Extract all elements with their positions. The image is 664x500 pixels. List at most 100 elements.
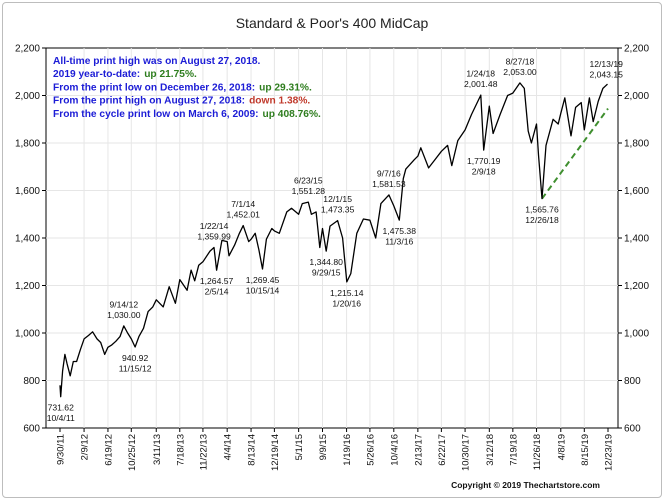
- info-line-value: up 29.31%.: [259, 82, 312, 93]
- annotation-label: 9/29/15: [312, 268, 341, 278]
- annotation-label: 8/27/18: [506, 56, 535, 66]
- y-tick-label-left: 2,200: [15, 44, 40, 55]
- chart-title: Standard & Poor's 400 MidCap: [236, 15, 429, 31]
- annotation-label: 1,581.53: [372, 179, 406, 189]
- price-annotation: 6/23/151,551.28: [292, 176, 326, 197]
- annotation-label: 12/26/18: [525, 215, 559, 225]
- info-line-value: up 408.76%.: [263, 109, 321, 120]
- x-tick-label: 10/4/16: [389, 434, 400, 466]
- info-line-value: up 21.75%.: [144, 69, 197, 80]
- y-tick-label-right: 1,000: [624, 329, 649, 340]
- y-tick-label-right: 2,200: [624, 44, 649, 55]
- x-tick-label: 12/23/19: [604, 434, 615, 471]
- annotation-label: 6/23/15: [294, 176, 323, 186]
- annotation-label: 2/9/18: [472, 167, 496, 177]
- x-tick-label: 3/11/13: [152, 434, 163, 465]
- price-annotation: 9/7/161,581.53: [372, 168, 406, 189]
- annotation-label: 10/4/11: [47, 413, 75, 423]
- annotation-label: 1/20/16: [332, 298, 361, 308]
- y-tick-label-right: 1,600: [624, 186, 649, 197]
- annotation-label: 1,770.19: [467, 156, 501, 166]
- y-tick-label-left: 1,600: [15, 186, 40, 197]
- annotation-label: 1,452.01: [226, 210, 260, 220]
- price-annotation: 9/14/121,030.00: [107, 299, 141, 320]
- y-tick-label-left: 1,400: [15, 234, 40, 245]
- info-line: From the print high on August 27, 2018: d…: [53, 96, 310, 107]
- y-tick-label-left: 2,000: [15, 91, 40, 102]
- info-box: All-time print high was on August 27, 20…: [53, 56, 321, 120]
- x-tick-label: 8/15/19: [580, 434, 591, 466]
- annotation-label: 1,269.45: [246, 275, 280, 285]
- annotation-label: 11/15/12: [119, 364, 152, 374]
- price-annotation: 1,344.809/29/15: [309, 257, 343, 278]
- price-annotation: 12/13/192,043.15: [589, 59, 623, 80]
- x-tick-label: 4/4/14: [223, 434, 234, 460]
- annotation-label: 1/22/14: [200, 221, 229, 231]
- info-line-value: down 1.38%.: [249, 96, 310, 107]
- y-tick-label-left: 1,800: [15, 139, 40, 150]
- trend-line-layer: [541, 107, 609, 200]
- price-annotation: 1/22/141,359.99: [197, 221, 231, 242]
- y-axis: 600 600 800 800 1,000 1,000 1,200 1,200 1,400 1,4…: [15, 44, 649, 435]
- annotation-label: 1,215.14: [330, 288, 364, 298]
- x-tick-label: 9/30/11: [56, 434, 67, 465]
- price-annotation: 7/1/141,452.01: [226, 199, 260, 220]
- y-tick-label-right: 1,200: [624, 281, 649, 292]
- x-tick-label: 6/22/17: [437, 434, 448, 466]
- annotation-label: 12/1/15: [323, 194, 352, 204]
- y-tick-label-right: 1,800: [624, 139, 649, 150]
- annotation-label: 9/14/12: [109, 299, 138, 309]
- annotation-label: 1,475.38: [383, 226, 417, 236]
- x-tick-label: 2/13/17: [413, 434, 424, 466]
- x-tick-label: 5/1/15: [294, 434, 305, 460]
- price-series-line: [59, 82, 608, 398]
- x-tick-label: 11/22/13: [198, 434, 209, 470]
- info-line-label: All-time print high was on August 27, 20…: [53, 56, 261, 67]
- price-annotation: 1,215.141/20/16: [330, 288, 364, 309]
- x-tick-label: 1/19/16: [342, 434, 353, 466]
- y-tick-label-right: 800: [624, 376, 641, 387]
- y-tick-label-left: 800: [23, 376, 40, 387]
- annotation-label: 940.92: [122, 353, 149, 363]
- y-tick-label-left: 1,000: [15, 329, 40, 340]
- annotation-label: 1,565.76: [525, 205, 559, 215]
- annotation-label: 2/5/14: [205, 287, 229, 297]
- annotation-label: 1,359.99: [197, 232, 231, 242]
- x-tick-label: 7/18/13: [175, 434, 186, 466]
- annotation-label: 2,053.00: [503, 67, 537, 77]
- y-tick-label-right: 2,000: [624, 91, 649, 102]
- series-layer: [59, 82, 608, 398]
- price-annotation: 12/1/151,473.35: [321, 194, 355, 215]
- x-tick-label: 8/13/14: [247, 434, 258, 466]
- x-tick-label: 5/26/16: [365, 434, 376, 466]
- annotation-label: 7/1/14: [231, 199, 255, 209]
- x-tick-label: 10/25/12: [127, 434, 138, 471]
- annotation-label: 12/13/19: [589, 59, 623, 69]
- x-tick-label: 10/30/17: [461, 434, 472, 471]
- y-tick-label-right: 1,400: [624, 234, 649, 245]
- annotation-label: 1,030.00: [107, 310, 141, 320]
- annotation-label: 2,001.48: [464, 79, 498, 89]
- x-tick-label: 2/9/12: [80, 434, 91, 460]
- annotation-label: 1,551.28: [292, 186, 326, 196]
- y-tick-label-left: 600: [23, 424, 40, 435]
- trend-line: [541, 107, 609, 200]
- info-line-label: From the cycle print low on March 6, 200…: [53, 109, 259, 120]
- info-line-label: 2019 year-to-date:: [53, 69, 140, 80]
- x-axis: 9/30/11 2/9/12 6/19/12 10/25/12 3/11/13 7/18/…: [56, 428, 615, 471]
- x-tick-label: 11/26/18: [532, 434, 543, 470]
- annotation-label: 1,344.80: [309, 257, 343, 267]
- copyright-text: Copyright © 2019 Thechartstore.com: [451, 480, 600, 490]
- info-line-label: From the print low on December 26, 2018:: [53, 82, 255, 93]
- grid-lines: [46, 48, 618, 428]
- annotation-label: 1,473.35: [321, 205, 355, 215]
- annotation-label: 9/7/16: [377, 168, 401, 178]
- annotation-label: 2,043.15: [589, 69, 623, 79]
- x-tick-label: 3/12/18: [485, 434, 496, 466]
